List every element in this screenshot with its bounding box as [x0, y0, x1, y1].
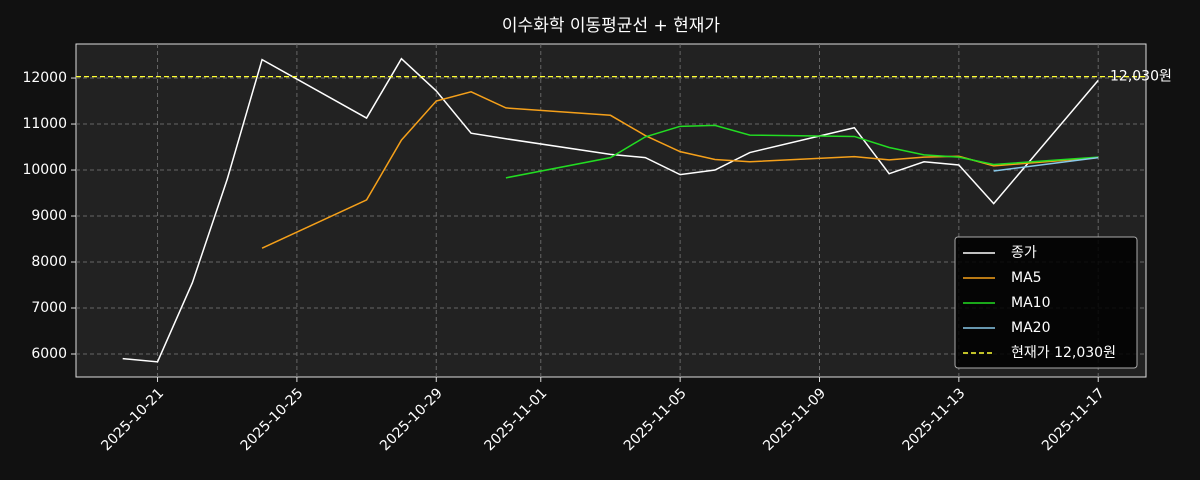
y-tick-label: 8000: [31, 254, 67, 270]
chart-title: 이수화학 이동평균선 + 현재가: [502, 16, 720, 36]
legend-box: [954, 236, 1138, 369]
y-tick-label: 11000: [22, 116, 67, 132]
legend-label: MA5: [1011, 270, 1042, 286]
y-tick-label: 6000: [31, 346, 67, 362]
series-line: [505, 124, 1099, 179]
y-tick-label: 7000: [31, 300, 67, 316]
current-price-label: 12,030원: [1110, 69, 1172, 85]
y-tick-label: 10000: [22, 162, 67, 178]
legend-label: 현재가 12,030원: [1011, 345, 1116, 361]
series-line: [261, 91, 1099, 249]
y-tick-label: 12000: [22, 70, 67, 86]
y-tick-label: 9000: [31, 208, 67, 224]
legend-label: 종가: [1011, 245, 1037, 261]
series-line: [993, 156, 1099, 172]
series-line: [122, 57, 1099, 363]
legend-label: MA20: [1011, 320, 1050, 336]
legend-label: MA10: [1011, 295, 1050, 311]
